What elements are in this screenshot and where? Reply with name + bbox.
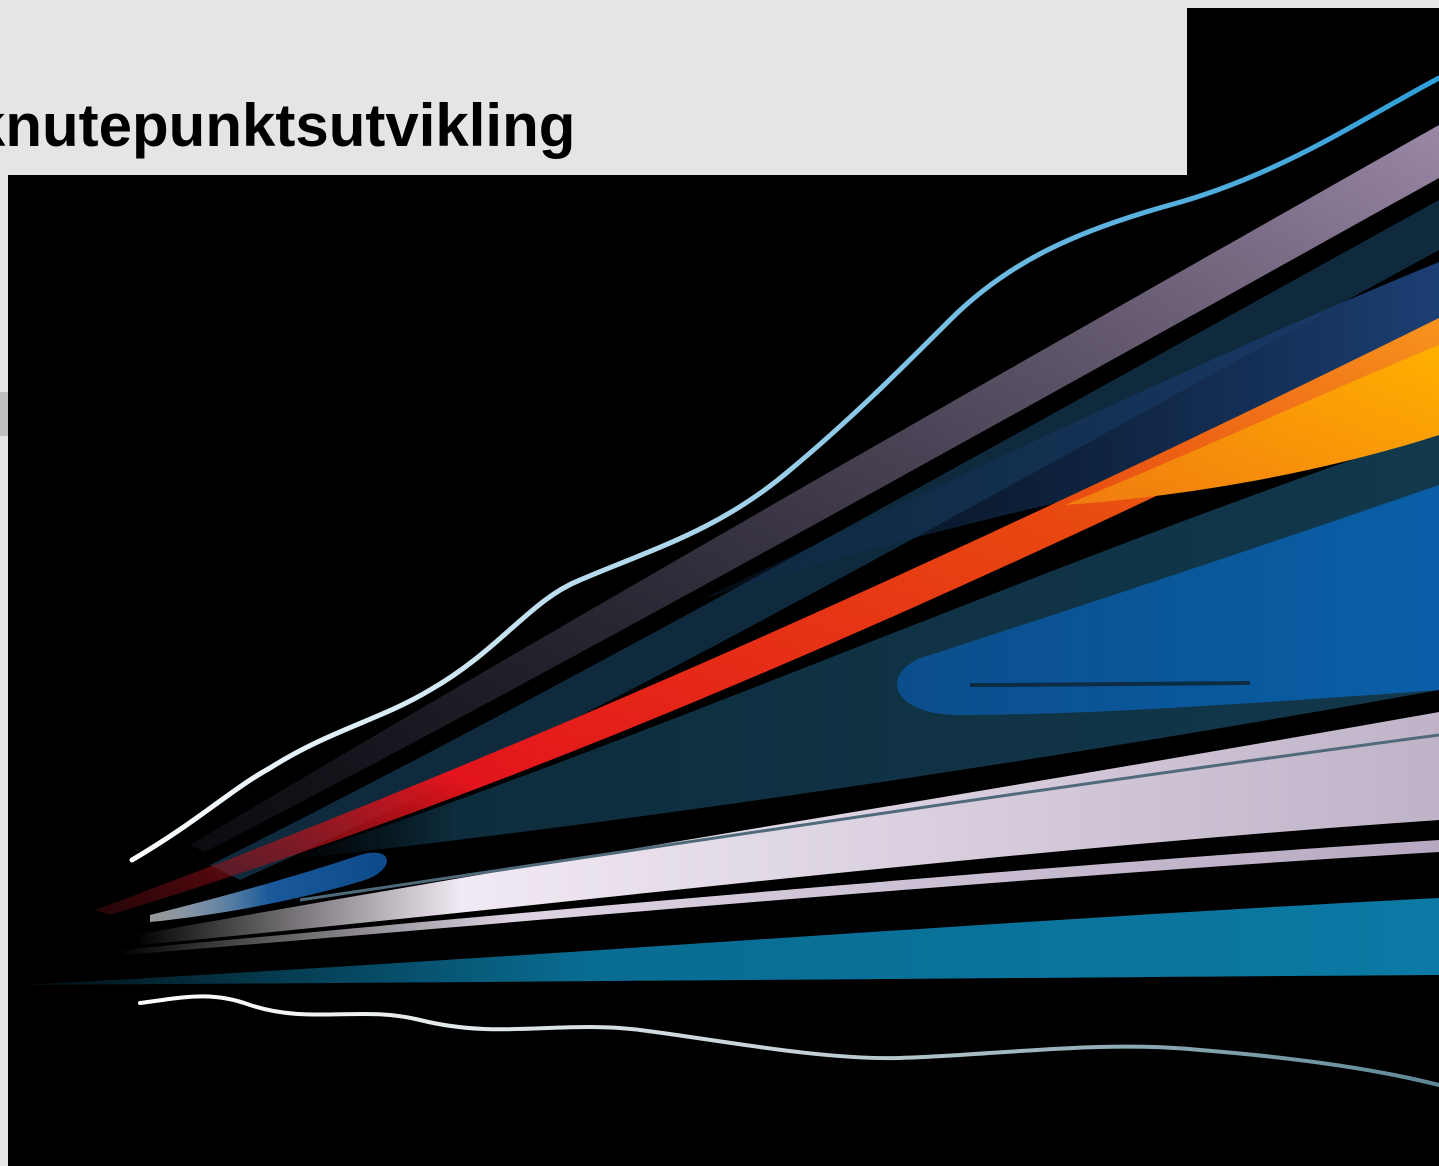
slide-title: knutepunktsutvikling <box>0 92 576 159</box>
pale-lilac-inner <box>299 733 1439 902</box>
navy-wedge <box>700 262 1439 600</box>
royal-blue-wedge <box>897 485 1439 715</box>
white-thin-streak <box>120 840 1439 955</box>
lavender-streak <box>190 125 1439 852</box>
title-fragment-bar <box>0 392 8 436</box>
orange-streak <box>1065 345 1439 505</box>
royal-blue-highlight <box>969 681 1251 687</box>
small-blue-streak <box>150 852 387 922</box>
sky-blue-wave <box>129 75 1439 863</box>
navy-streak <box>210 200 1439 880</box>
teal-streak <box>20 898 1439 985</box>
silver-wave <box>138 994 1439 1087</box>
dark-teal-wedge <box>285 430 1439 860</box>
